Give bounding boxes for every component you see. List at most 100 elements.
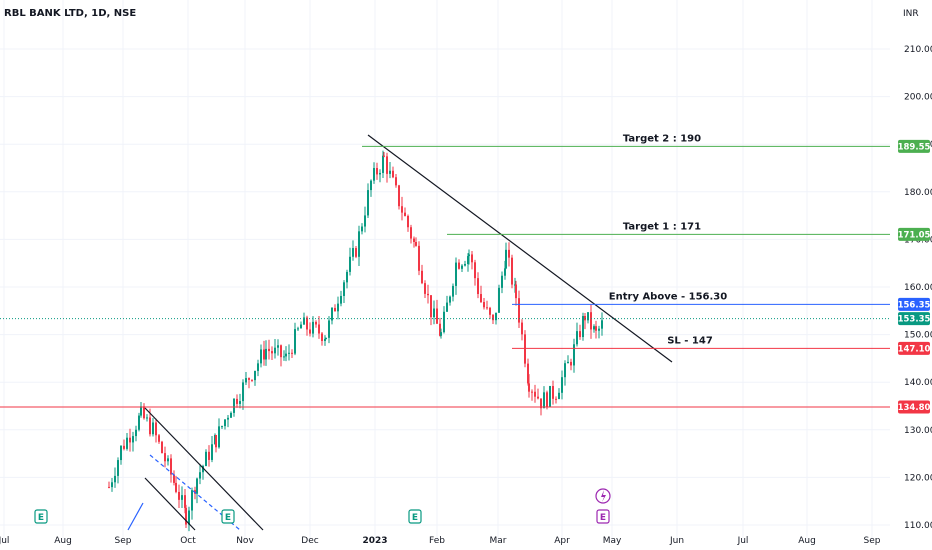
candle-body — [518, 298, 520, 323]
trendline-main[interactable] — [367, 134, 673, 363]
candle-body — [268, 348, 270, 352]
event-label: E — [412, 513, 418, 523]
grid — [0, 0, 890, 540]
candle-body — [379, 172, 381, 175]
candle-body — [424, 283, 426, 294]
x-tick-label: Jun — [669, 536, 684, 546]
candle-body — [495, 312, 497, 321]
candle-body — [511, 257, 513, 285]
candle-body — [138, 415, 140, 430]
price-levels[interactable]: Target 2 : 190 189.55 Target 1 : 171 171.05… — [0, 133, 931, 414]
trendlines[interactable] — [0, 134, 890, 531]
candle-body — [265, 348, 267, 360]
candle-body — [446, 302, 448, 312]
candle-body — [430, 295, 432, 318]
candle-body — [540, 398, 542, 409]
candle-body — [248, 378, 250, 380]
x-tick-label: Jul — [737, 536, 749, 546]
candle-body — [352, 248, 354, 257]
candle-body — [324, 338, 326, 341]
candle-body — [601, 320, 603, 329]
chart-title: RBL BANK LTD, 1D, NSE — [4, 8, 136, 19]
candle-body — [140, 406, 142, 416]
candle-body — [593, 326, 595, 330]
candle-body — [389, 170, 391, 174]
last-price-badge-text: 153.35 — [898, 315, 931, 325]
event-box — [408, 509, 422, 524]
candle-body — [291, 352, 293, 354]
earnings-marker[interactable]: E — [221, 509, 235, 524]
candles — [108, 150, 603, 532]
x-tick-label: Sep — [115, 536, 132, 546]
candle-body — [312, 321, 314, 334]
y-tick-label: 210.00 — [904, 45, 932, 55]
trendline-blue-segment[interactable] — [127, 502, 144, 531]
x-tick-label: Oct — [180, 536, 196, 546]
candle-body — [233, 398, 235, 413]
x-tick-label: Aug — [798, 536, 816, 546]
x-tick-label: Mar — [490, 536, 507, 546]
x-tick-label: 2023 — [362, 536, 387, 546]
candle-body — [546, 392, 548, 407]
candle-body — [340, 295, 342, 304]
candle-body — [467, 256, 469, 264]
earnings-marker[interactable]: E — [34, 509, 48, 524]
candle-body — [355, 248, 357, 257]
level-label: Target 2 : 190 — [623, 133, 701, 144]
candle-body — [257, 363, 259, 371]
candle-body — [129, 437, 131, 443]
level-price-badge — [898, 341, 930, 355]
x-tick-label: Aug — [54, 536, 72, 546]
candle-body — [386, 156, 388, 174]
candle-body — [161, 441, 163, 454]
dividend-marker[interactable]: E — [595, 488, 611, 524]
candle-body — [185, 507, 187, 525]
candle-body — [598, 328, 600, 331]
candle-body — [337, 303, 339, 312]
candle-body — [421, 270, 423, 284]
event-box — [221, 509, 235, 524]
candle-body — [230, 412, 232, 418]
candle-body — [508, 249, 510, 258]
candle-body — [283, 356, 285, 358]
candle-body — [524, 334, 526, 364]
earnings-marker[interactable]: E — [408, 509, 422, 524]
trendline-channel-lower[interactable] — [144, 477, 196, 531]
candle-body — [401, 206, 403, 213]
candle-body — [211, 444, 213, 460]
candle-body — [398, 185, 400, 207]
trendline-channel-mid[interactable] — [149, 454, 241, 531]
candle-body — [427, 293, 429, 296]
candle-body — [199, 472, 201, 479]
candle-body — [449, 296, 451, 303]
candle-body — [277, 345, 279, 348]
candle-body — [543, 392, 545, 409]
candle-body — [404, 212, 406, 216]
trendline-channel-upper[interactable] — [144, 407, 264, 531]
candle-body — [395, 177, 397, 186]
lightning-glyph — [601, 490, 606, 502]
candle-body — [117, 460, 119, 476]
candle-body — [433, 308, 435, 318]
candle-body — [376, 167, 378, 175]
candle-body — [114, 475, 116, 483]
candle-body — [191, 490, 193, 511]
level-label: Entry Above - 156.30 — [609, 291, 727, 302]
candle-body — [126, 437, 128, 449]
candle-body — [271, 351, 273, 354]
x-tick-label: Feb — [429, 536, 445, 546]
candle-body — [361, 226, 363, 232]
candle-body — [328, 320, 330, 338]
candle-body — [146, 417, 148, 419]
y-tick-label: 180.00 — [904, 188, 932, 198]
candle-body — [483, 302, 485, 308]
candle-body — [558, 392, 560, 399]
event-box — [34, 509, 48, 524]
candle-body — [309, 329, 311, 334]
candle-body — [236, 398, 238, 404]
candle-body — [486, 307, 488, 309]
candle-body — [260, 349, 262, 364]
candle-body — [367, 190, 369, 216]
